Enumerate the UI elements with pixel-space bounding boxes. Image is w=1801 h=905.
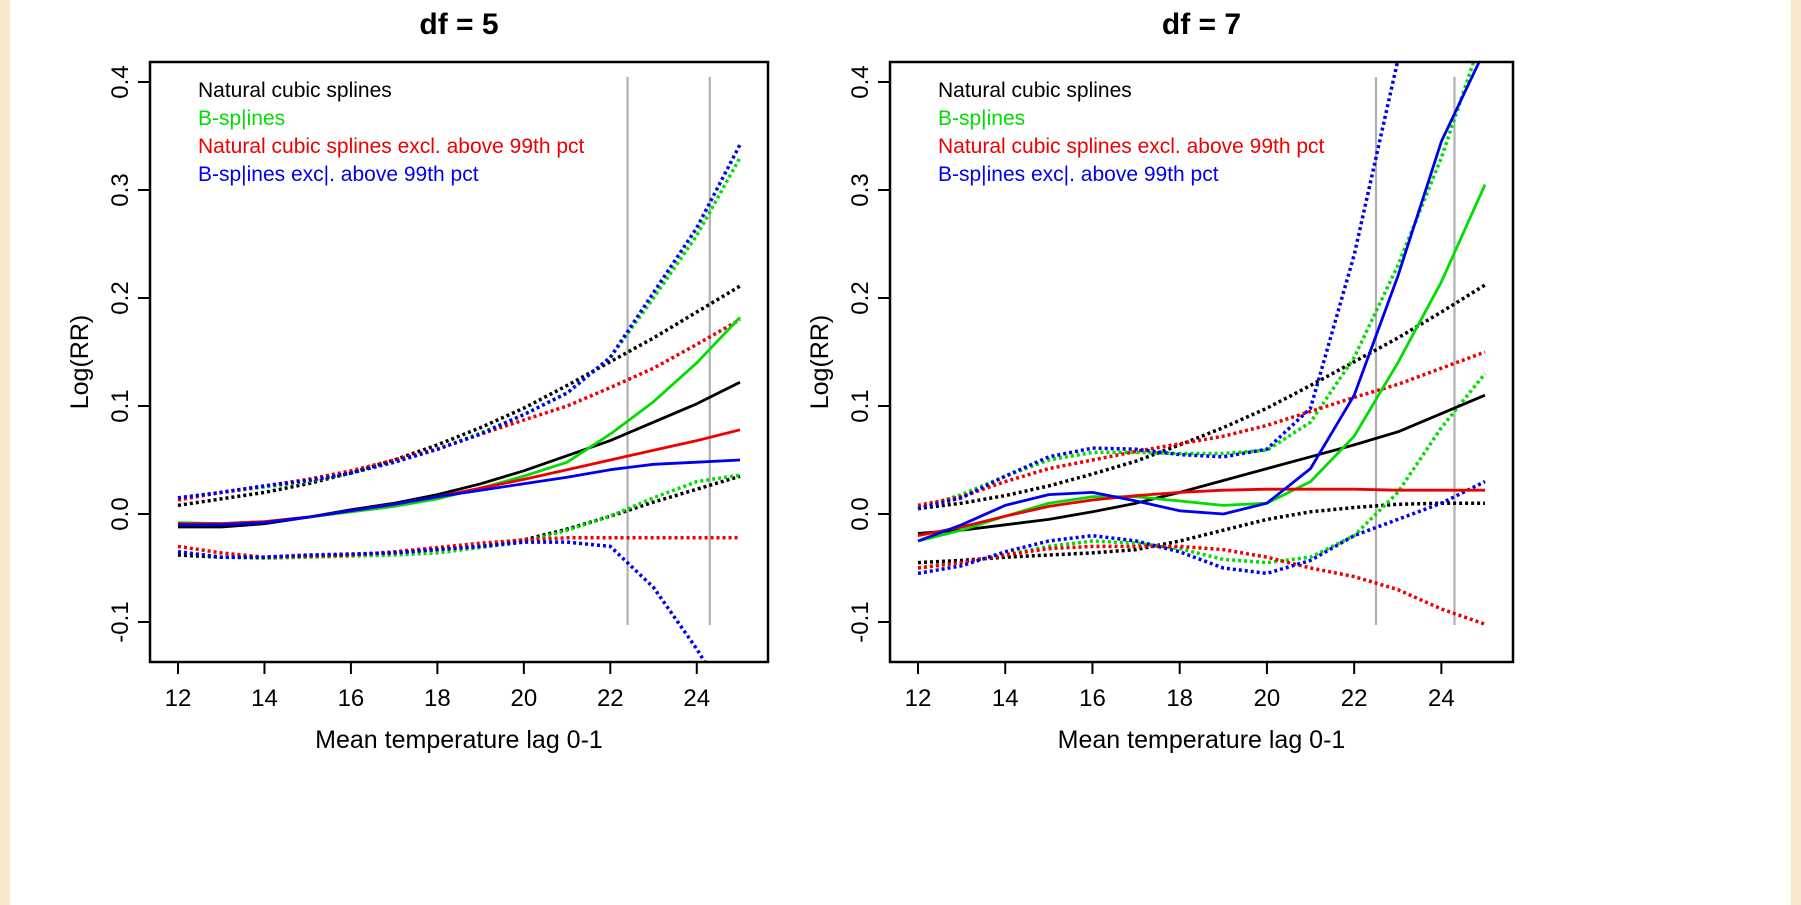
plot-area [917,62,1487,626]
y-tick-label: 0.3 [847,173,874,206]
plot-frame [148,60,770,664]
series-estimate-line [178,428,741,526]
y-tick-label: 0.0 [107,497,134,530]
series-estimate-line [917,393,1486,535]
legend-entry: Natural cubic splines [938,79,1132,102]
y-tick-label: -0.1 [847,601,874,642]
y-tick-label: 0.0 [847,497,874,530]
panel-1: df = 5 12 14 16 18 20 22 24 -0.1 0.0 0.1 0.2 0.3 0.4 M… [66,8,770,754]
y-axis-label: Log(RR) [66,315,94,409]
series-lower-ci [177,536,740,559]
plot-area [177,143,742,662]
y-axis-label: Log(RR) [806,315,834,409]
panel-title: df = 5 [419,8,498,41]
legend-entry: Natural cubic splines [198,79,392,102]
x-tick-label: 22 [597,685,624,712]
series-upper-ci [917,62,1485,511]
x-tick-label: 18 [1166,685,1193,712]
series-lower-ci [177,473,741,561]
y-tick-label: 0.3 [107,173,134,206]
x-tick-label: 16 [338,685,365,712]
series-upper-ci [177,143,742,500]
x-tick-label: 16 [1079,685,1106,712]
x-tick-label: 12 [165,685,192,712]
y-tick-label: 0.1 [107,389,134,422]
series-lower-ci [177,474,741,559]
y-tick-label: 0.4 [107,65,134,98]
legend: Natural cubic splines B-sp|ines Natural cu… [198,79,585,186]
y-tick-label: 0.2 [107,281,134,314]
plot-frame [888,60,1515,664]
x-tick-label: 24 [683,685,710,712]
legend-entry: Natural cubic splines excl. above 99th p… [198,135,585,158]
series-estimate-line [178,380,741,529]
y-tick-label: -0.1 [107,601,134,642]
panel-2: df = 7 12 14 16 18 20 22 24 -0.1 0.0 0.1 0.2 0.3 0.4 M… [806,8,1515,754]
series-estimate-line [178,458,741,527]
y-tick-label: 0.2 [847,281,874,314]
x-tick-label: 20 [510,685,537,712]
chart-svg: df = 5 12 14 16 18 20 22 24 -0.1 0.0 0.1 0.2 0.3 0.4 M… [66,8,1515,754]
x-tick-label: 14 [251,685,278,712]
series-lower-ci [917,480,1486,576]
x-axis-label: Mean temperature lag 0-1 [315,726,603,754]
x-tick-label: 24 [1428,685,1455,712]
x-tick-label: 22 [1341,685,1368,712]
legend-entry: B-sp|ines exc|. above 99th pct [198,163,479,186]
legend-entry: B-sp|ines [938,107,1025,130]
panel-title: df = 7 [1162,8,1241,41]
x-tick-label: 20 [1254,685,1281,712]
x-axis-label: Mean temperature lag 0-1 [1058,726,1346,754]
series-upper-ci [177,318,741,502]
y-tick-label: 0.4 [847,65,874,98]
series-lower-ci [917,372,1487,570]
x-tick-label: 12 [905,685,932,712]
legend: Natural cubic splines B-sp|ines Natural cu… [938,79,1325,186]
x-tick-label: 18 [424,685,451,712]
series-estimate-line [917,62,1481,543]
x-tick-label: 14 [992,685,1019,712]
series-estimate-line [917,487,1485,537]
y-tick-label: 0.1 [847,389,874,422]
series-upper-ci [917,350,1486,508]
series-upper-ci [177,156,742,500]
series-upper-ci [917,283,1486,511]
legend-entry: B-sp|ines exc|. above 99th pct [938,163,1219,186]
legend-entry: Natural cubic splines excl. above 99th p… [938,135,1325,158]
figure: df = 5 12 14 16 18 20 22 24 -0.1 0.0 0.1 0.2 0.3 0.4 M… [10,0,1791,905]
legend-entry: B-sp|ines [198,107,285,130]
series-upper-ci [177,284,741,508]
